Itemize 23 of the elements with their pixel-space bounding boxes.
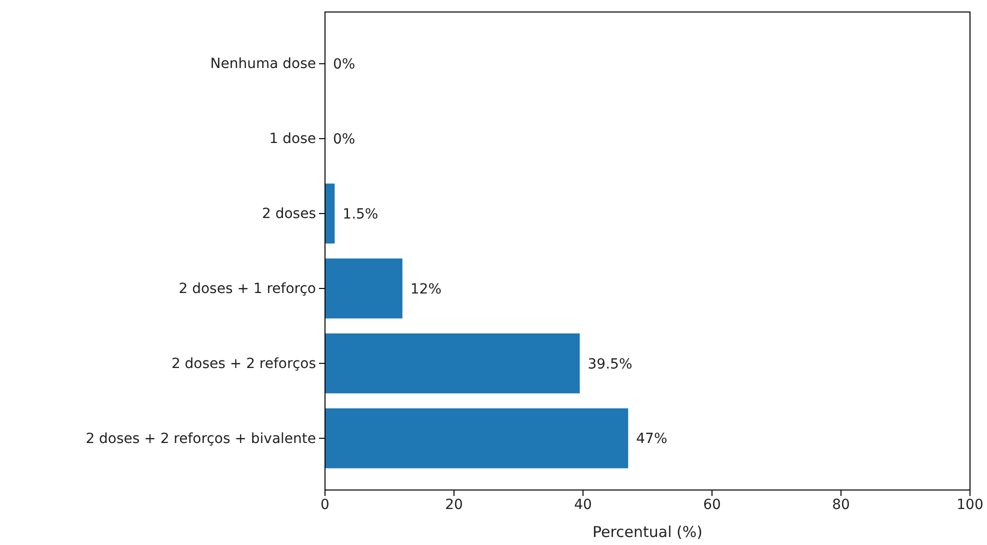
y-tick-label: Nenhuma dose — [210, 56, 316, 72]
y-tick-label: 2 doses + 2 reforços + bivalente — [86, 430, 316, 447]
bar — [325, 408, 628, 468]
data-label: 1.5% — [342, 206, 378, 222]
y-tick-label: 1 dose — [269, 131, 316, 148]
data-label: 12% — [410, 281, 442, 298]
x-axis-title: Percentual (%) — [592, 523, 703, 541]
data-label: 0% — [333, 132, 356, 148]
bar — [325, 333, 580, 394]
x-tick-label: 80 — [832, 496, 850, 513]
x-tick-label: 0 — [320, 496, 330, 513]
x-tick-label: 20 — [445, 496, 463, 513]
data-label: 47% — [636, 431, 668, 448]
y-tick-label: 2 doses + 1 reforço — [178, 280, 316, 297]
data-label: 0% — [333, 56, 356, 73]
bar — [325, 258, 402, 318]
x-tick-label: 40 — [574, 496, 592, 513]
x-tick-label: 60 — [703, 496, 721, 513]
y-tick-label: 2 doses + 2 reforços — [171, 356, 316, 372]
x-tick-label: 100 — [956, 496, 984, 513]
data-label: 39.5% — [588, 356, 632, 372]
bar — [325, 184, 335, 244]
y-tick-label: 2 doses — [262, 206, 316, 222]
